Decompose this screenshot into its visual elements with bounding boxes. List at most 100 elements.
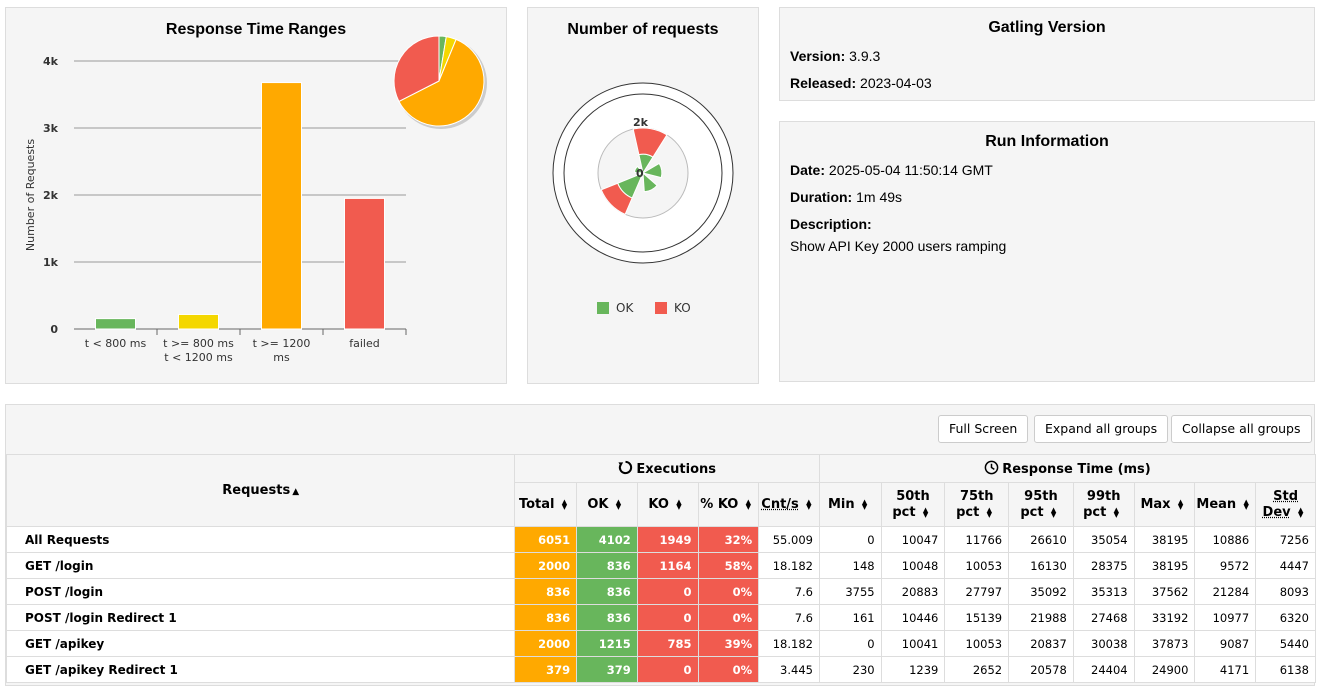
column-header-ok[interactable]: OK ▲▼ xyxy=(576,482,638,527)
column-header-label: 99th xyxy=(1086,488,1121,504)
cell-ok: 379 xyxy=(576,656,638,683)
statistics-panel: Full Screen Expand all groups Collapse a… xyxy=(5,404,1317,686)
legend-label-ok: OK xyxy=(616,301,634,315)
column-header-95th-pct[interactable]: 95th pct ▲▼ xyxy=(1008,482,1074,527)
table-row[interactable]: GET /login 2000 836 1164 58% 18.182 148 10048 10… xyxy=(5,552,1316,579)
cell-50th-pct: 10048 xyxy=(880,552,946,579)
cell-99th-pct: 27468 xyxy=(1072,604,1135,631)
cell-min: 230 xyxy=(818,656,882,683)
cell-total: 2000 xyxy=(514,552,578,579)
table-row[interactable]: All Requests 6051 4102 1949 32% 55.009 0 10047 1… xyxy=(5,526,1316,553)
bar-t-1200-ms xyxy=(261,82,302,330)
duration-label: Duration: xyxy=(790,189,853,205)
sort-ascending-icon: ▲ xyxy=(292,487,300,497)
request-name: POST /login Redirect 1 xyxy=(5,604,516,631)
version-label: Version: xyxy=(790,48,846,64)
column-header-label: OK xyxy=(587,496,609,512)
cell-50th-pct: 20883 xyxy=(880,578,946,605)
cell-75th-pct: 11766 xyxy=(944,526,1010,553)
request-name: All Requests xyxy=(5,526,516,553)
polar-axis-label-0: 0 xyxy=(636,167,644,180)
column-header-label: KO xyxy=(648,496,669,512)
table-row[interactable]: GET /apikey Redirect 1 379 379 0 0% 3.445 230 1… xyxy=(5,656,1316,683)
response-time-ranges-panel: Response Time Ranges 0 1k 2k 3k 4k Number of … xyxy=(5,7,507,384)
cell-ko: 1164 xyxy=(636,552,699,579)
cell-75th-pct: 27797 xyxy=(944,578,1010,605)
cell-min: 148 xyxy=(818,552,882,579)
cell-95th-pct: 16130 xyxy=(1008,552,1074,579)
expand-all-groups-button[interactable]: Expand all groups xyxy=(1034,415,1169,443)
cell-99th-pct: 35054 xyxy=(1072,526,1135,553)
collapse-all-groups-button[interactable]: Collapse all groups xyxy=(1171,415,1312,443)
request-name: GET /apikey Redirect 1 xyxy=(5,656,516,683)
sort-icon: ▲▼ xyxy=(674,497,683,508)
sort-icon: ▲▼ xyxy=(985,505,994,516)
y-tick-label: 1k xyxy=(43,256,59,269)
cell-max: 38195 xyxy=(1133,552,1196,579)
cell-95th-pct: 20837 xyxy=(1008,630,1074,657)
ko-wedge-get-login xyxy=(632,127,668,158)
cell-cnt-s: 7.6 xyxy=(758,578,820,605)
cell-95th-pct: 26610 xyxy=(1008,526,1074,553)
column-header-label: Max xyxy=(1140,496,1171,512)
description-label: Description: xyxy=(790,216,872,232)
cell-ko: 785 xyxy=(636,630,699,657)
statistics-table: Requests ▲ Executions Response Time (ms) … xyxy=(5,454,1317,683)
cell-ok: 4102 xyxy=(576,526,638,553)
column-header-mean[interactable]: Mean ▲▼ xyxy=(1194,482,1257,527)
released-row: Released: 2023-04-03 xyxy=(790,75,932,91)
description-label-row: Description: xyxy=(790,216,872,232)
column-header-cnt-s[interactable]: Cnt/s ▲▼ xyxy=(758,482,820,527)
cell-max: 37873 xyxy=(1133,630,1196,657)
column-header-50th-pct[interactable]: 50th pct ▲▼ xyxy=(880,482,946,527)
column-header-75th-pct[interactable]: 75th pct ▲▼ xyxy=(944,482,1010,527)
column-header-label: Std xyxy=(1273,488,1299,504)
table-row[interactable]: POST /login Redirect 1 836 836 0 0% 7.6 161 104… xyxy=(5,604,1316,631)
column-header-99th-pct[interactable]: 99th pct ▲▼ xyxy=(1072,482,1135,527)
refresh-icon xyxy=(618,460,633,475)
bar-t-800-ms-t-1200-ms xyxy=(178,313,219,330)
cell-99th-pct: 24404 xyxy=(1072,656,1135,683)
cell-std-dev: 7256 xyxy=(1255,526,1316,553)
sort-icon: ▲▼ xyxy=(560,497,569,508)
requests-column-header[interactable]: Requests ▲ xyxy=(5,454,516,527)
cell-50th-pct: 10047 xyxy=(880,526,946,553)
full-screen-button[interactable]: Full Screen xyxy=(938,415,1029,443)
cell-std-dev: 6320 xyxy=(1255,604,1316,631)
column-header-label: Cnt/s xyxy=(761,496,799,512)
cell-99th-pct: 28375 xyxy=(1072,552,1135,579)
column-header-label: Total xyxy=(518,496,555,512)
cell-mean: 10977 xyxy=(1194,604,1257,631)
column-header-label: pct xyxy=(892,504,916,520)
cell-ko: 0 xyxy=(636,578,699,605)
cell-99th-pct: 35313 xyxy=(1072,578,1135,605)
cell-cnt-s: 55.009 xyxy=(758,526,820,553)
cell-total: 379 xyxy=(514,656,578,683)
column-header-ko[interactable]: % KO ▲▼ xyxy=(697,482,760,527)
column-header-total[interactable]: Total ▲▼ xyxy=(514,482,578,527)
cell-50th-pct: 10041 xyxy=(880,630,946,657)
cell-ko: 32% xyxy=(697,526,760,553)
column-header-ko[interactable]: KO ▲▼ xyxy=(636,482,699,527)
column-header-std-dev[interactable]: Std Dev ▲▼ xyxy=(1255,482,1316,527)
cell-95th-pct: 20578 xyxy=(1008,656,1074,683)
sort-icon: ▲▼ xyxy=(744,497,753,508)
column-header-max[interactable]: Max ▲▼ xyxy=(1133,482,1196,527)
column-header-min[interactable]: Min ▲▼ xyxy=(818,482,882,527)
cell-ko: 0% xyxy=(697,604,760,631)
cell-max: 24900 xyxy=(1133,656,1196,683)
request-name: GET /apikey xyxy=(5,630,516,657)
number-of-requests-panel: Number of requests 0 2k OK KO xyxy=(527,7,759,384)
table-row[interactable]: GET /apikey 2000 1215 785 39% 18.182 0 10041 100… xyxy=(5,630,1316,657)
statistics-table-body: All Requests 6051 4102 1949 32% 55.009 0 10047 1… xyxy=(5,526,1316,683)
released-label: Released: xyxy=(790,75,857,91)
cell-ko: 0% xyxy=(697,656,760,683)
date-label: Date: xyxy=(790,162,826,178)
clock-icon xyxy=(984,460,999,475)
sort-icon: ▲▼ xyxy=(1112,505,1121,516)
table-row[interactable]: POST /login 836 836 0 0% 7.6 3755 20883 27797 350… xyxy=(5,578,1316,605)
column-header-label: 95th xyxy=(1024,488,1058,504)
sort-icon: ▲▼ xyxy=(1049,505,1058,516)
column-header-label: Dev xyxy=(1262,504,1291,520)
cell-95th-pct: 35092 xyxy=(1008,578,1074,605)
